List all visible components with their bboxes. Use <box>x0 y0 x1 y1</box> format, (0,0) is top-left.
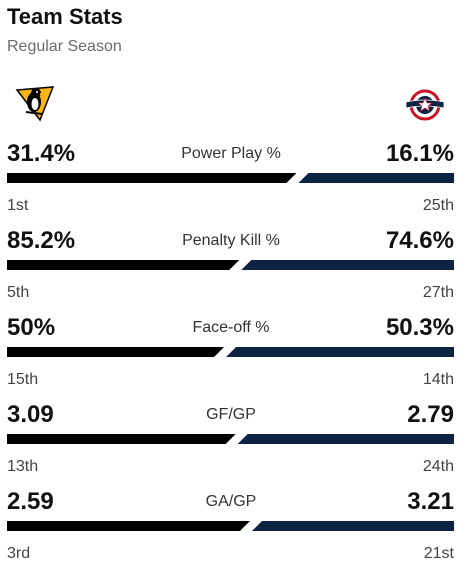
left-team-rank: 13th <box>7 458 39 475</box>
left-team-rank: 5th <box>7 284 30 301</box>
page-title: Team Stats <box>7 4 123 29</box>
stat-label: GF/GP <box>206 406 256 423</box>
left-team-value: 85.2% <box>7 227 76 254</box>
right-team-bar <box>298 173 454 183</box>
left-team-value: 2.59 <box>7 488 54 515</box>
left-team-rank: 3rd <box>7 545 31 562</box>
left-team-value: 31.4% <box>7 140 76 167</box>
comparison-bar <box>7 173 454 183</box>
stats-header: Team Stats Regular Season <box>7 4 123 57</box>
left-team-bar <box>7 260 240 270</box>
left-team-rank: 1st <box>7 197 29 214</box>
right-team-bar <box>226 347 454 357</box>
left-team-bar <box>7 434 236 444</box>
left-team-rank: 15th <box>7 371 39 388</box>
right-team-value: 74.6% <box>385 227 454 254</box>
stat-row-2: 50% Face-off % 50.3% 15th 14th <box>0 314 463 402</box>
right-team-value: 3.21 <box>407 488 454 515</box>
stat-label: Power Play % <box>181 145 281 162</box>
comparison-bar <box>7 260 454 270</box>
right-team-rank: 21st <box>423 545 454 562</box>
left-team-value: 3.09 <box>7 401 54 428</box>
right-team-value: 50.3% <box>385 314 454 341</box>
stat-label: Face-off % <box>192 319 270 336</box>
season-subtitle: Regular Season <box>7 38 122 55</box>
right-team-bar <box>241 260 454 270</box>
right-team-rank: 14th <box>422 371 454 388</box>
right-team-rank: 24th <box>422 458 454 475</box>
left-team-bar <box>7 173 297 183</box>
stat-label: Penalty Kill % <box>182 232 280 249</box>
left-team-value: 50% <box>7 314 56 341</box>
stat-row-1: 85.2% Penalty Kill % 74.6% 5th 27th <box>0 227 463 315</box>
comparison-bar <box>7 347 454 357</box>
left-team-bar <box>7 347 225 357</box>
stat-row-4: 2.59 GA/GP 3.21 3rd 21st <box>0 488 463 576</box>
comparison-bar <box>7 434 454 444</box>
left-team-bar <box>7 521 250 531</box>
blue-jackets-logo-icon <box>404 84 446 126</box>
right-team-value: 2.79 <box>407 401 454 428</box>
stat-row-0: 31.4% Power Play % 16.1% 1st 25th <box>0 140 463 228</box>
comparison-bar <box>7 521 454 531</box>
right-team-rank: 27th <box>422 284 454 301</box>
right-team-bar <box>237 434 454 444</box>
penguins-logo-icon <box>14 82 56 124</box>
right-team-bar <box>251 521 454 531</box>
right-team-value: 16.1% <box>385 140 454 167</box>
stat-row-3: 3.09 GF/GP 2.79 13th 24th <box>0 401 463 489</box>
right-team-rank: 25th <box>422 197 454 214</box>
stat-label: GA/GP <box>205 493 257 510</box>
